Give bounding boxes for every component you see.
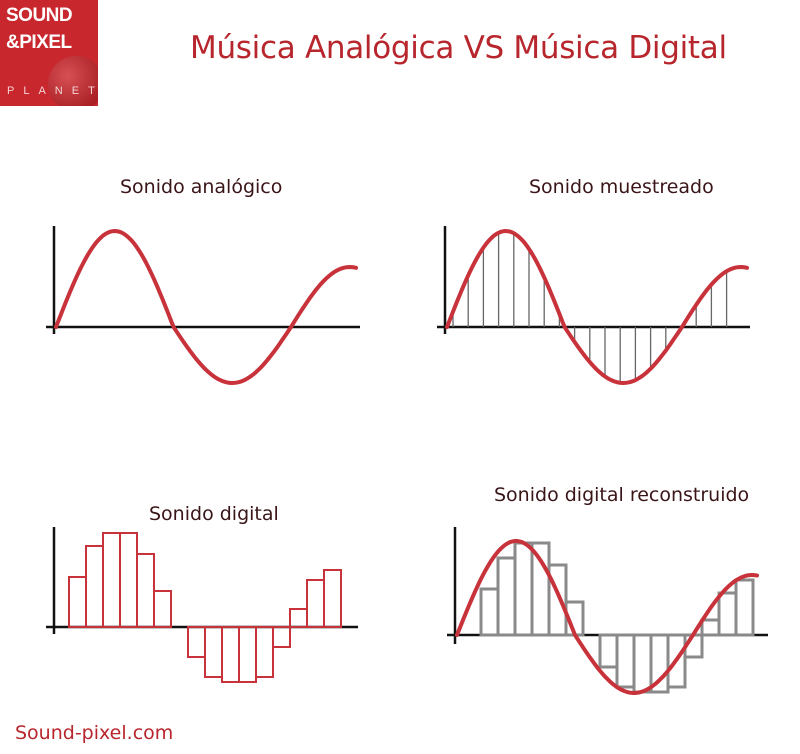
panel-title-digital: Sonido digital	[149, 503, 279, 525]
reconstructed-step-bar	[547, 563, 568, 637]
sampled-wave	[445, 228, 749, 386]
digital-step-bar	[238, 626, 257, 683]
digital-step-bar	[187, 626, 206, 658]
panel-title-reconstructed: Sonido digital reconstruido	[494, 484, 750, 506]
digital-steps	[68, 532, 342, 683]
digital-step-bar	[85, 545, 104, 628]
reconstructed-steps	[479, 541, 755, 694]
reconstructed-step-bar	[734, 578, 755, 637]
digital-step-bar	[221, 626, 240, 683]
digital-step-bar	[119, 532, 138, 628]
digital-step-bar	[323, 569, 342, 628]
logo-line-3: PLANET	[7, 85, 98, 97]
reconstructed-wave	[455, 539, 759, 695]
digital-step-bar	[204, 626, 223, 678]
digital-step-bar	[68, 576, 87, 628]
reconstructed-step-bar	[666, 633, 687, 689]
reconstructed-step-bar	[598, 633, 619, 669]
reconstructed-step-bar	[632, 633, 653, 694]
digital-step-bar	[272, 626, 291, 648]
panel-digital	[46, 527, 358, 683]
panel-reconstructed	[447, 527, 768, 695]
digital-step-bar	[136, 553, 155, 628]
digital-step-bar	[255, 626, 274, 678]
reconstructed-step-bar	[700, 618, 721, 637]
site-url: Sound-pixel.com	[15, 722, 174, 744]
digital-step-bar	[153, 590, 172, 628]
panel-sampled	[437, 226, 750, 386]
panel-title-analog: Sonido analógico	[120, 176, 283, 198]
reconstructed-step-bar	[513, 541, 534, 637]
analog-wave	[54, 228, 358, 386]
panel-analog	[46, 226, 360, 386]
brand-logo: SOUND &PIXEL PLANET	[0, 0, 98, 106]
digital-step-bar	[289, 608, 308, 628]
logo-line-2: &PIXEL	[6, 32, 72, 53]
logo-line-1: SOUND	[6, 5, 73, 26]
reconstructed-step-bar	[615, 633, 636, 689]
sample-lines	[452, 232, 728, 383]
reconstructed-step-bar	[717, 591, 738, 637]
digital-step-bar	[102, 532, 121, 628]
globe-icon	[48, 56, 98, 106]
panel-title-sampled: Sonido muestreado	[529, 176, 714, 198]
reconstructed-step-bar	[479, 587, 500, 637]
reconstructed-step-bar	[496, 556, 517, 637]
digital-step-bar	[306, 579, 325, 628]
page-title: Música Analógica VS Música Digital	[190, 30, 727, 66]
